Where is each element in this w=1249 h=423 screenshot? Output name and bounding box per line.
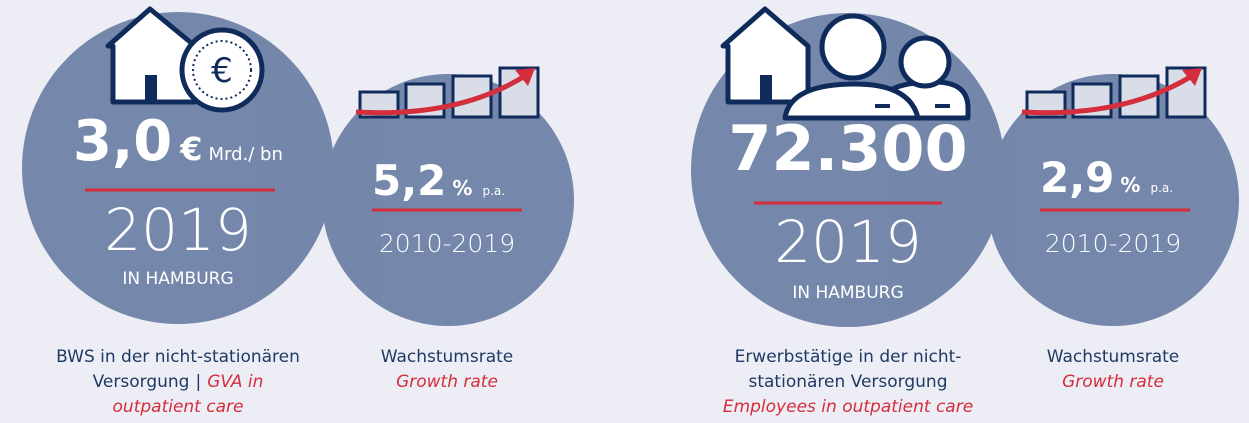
caption-english: outpatient care <box>113 397 244 417</box>
value-suffix: Mrd./ bn <box>208 144 282 165</box>
growth: 5,2% p.a. <box>372 156 505 205</box>
caption: BWS in der nicht-stationären <box>56 347 300 367</box>
caption: Wachstumsrate <box>1047 347 1180 367</box>
bars-icon <box>1021 66 1207 119</box>
caption-english: Employees in outpatient care <box>723 397 973 417</box>
growth-unit: % <box>452 176 472 200</box>
caption-english: GVA in <box>207 372 263 392</box>
caption: Erwerbstätige in der nicht- <box>735 347 962 367</box>
caption: Versorgung | GVA in <box>93 372 264 392</box>
circles <box>22 12 1239 327</box>
dividers <box>85 188 1190 212</box>
year: 2019 <box>774 208 922 276</box>
growth-unit: % <box>1120 173 1140 197</box>
svg-text:€: € <box>211 51 233 91</box>
caption-english: Growth rate <box>1062 372 1164 392</box>
value-number: 3,0 <box>73 109 172 174</box>
year: 2019 <box>104 196 252 264</box>
period: 2010-2019 <box>1045 229 1181 258</box>
caption: Wachstumsrate <box>381 347 514 367</box>
period: 2010-2019 <box>379 229 515 258</box>
value-unit: € <box>179 130 202 168</box>
caption-english: Growth rate <box>396 372 498 392</box>
small-circle <box>322 74 574 326</box>
caption-separator: | <box>195 372 201 392</box>
house-people-icon <box>720 6 971 121</box>
growth-value: 5,2 <box>372 156 446 205</box>
caption-german: Versorgung <box>93 372 190 392</box>
growth-suffix: p.a. <box>1150 181 1173 195</box>
growth-value: 2,9 <box>1040 153 1114 202</box>
location: IN HAMBURG <box>792 283 903 303</box>
value: 3,0 € Mrd./ bn <box>73 109 283 174</box>
value: 72.300 <box>728 112 967 185</box>
growth-suffix: p.a. <box>482 184 505 198</box>
caption: stationären Versorgung <box>748 372 947 392</box>
house-coin-icon: € <box>105 6 265 113</box>
growth: 2,9% p.a. <box>1040 153 1173 202</box>
location: IN HAMBURG <box>122 269 233 289</box>
bars-icon <box>355 66 540 119</box>
small-circle <box>987 74 1239 326</box>
